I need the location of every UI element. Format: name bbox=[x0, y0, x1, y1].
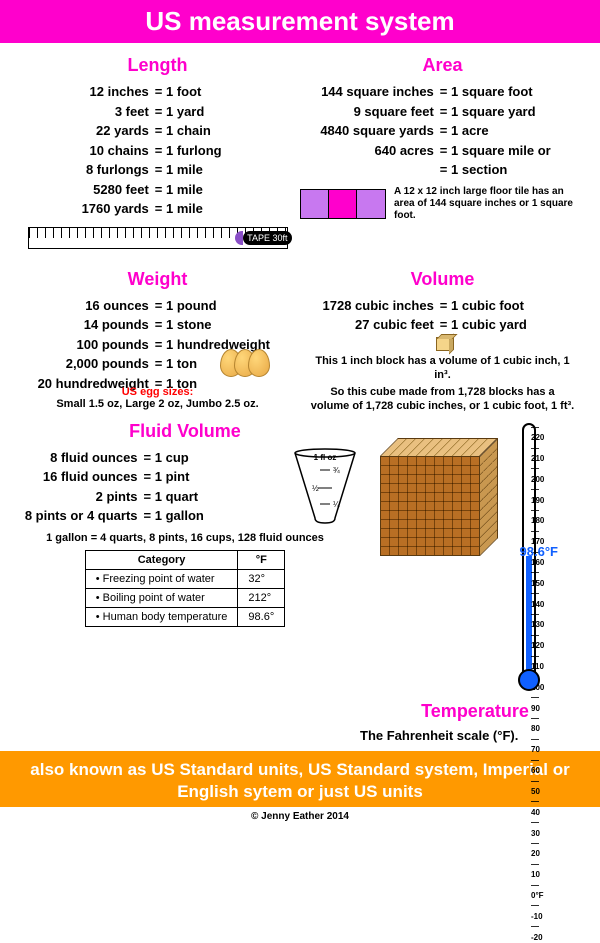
length-list: 12 inches= 1 foot3 feet= 1 yard22 yards=… bbox=[15, 82, 300, 219]
volume-note-2: So this cube made from 1,728 blocks has … bbox=[310, 385, 575, 414]
beaker-graphic: 1 fl oz ¾ ½ ¼ bbox=[290, 448, 360, 528]
conversion-row: 1728 cubic inches= 1 cubic foot bbox=[300, 296, 585, 316]
fluid-list: 8 fluid ounces= 1 cup16 fluid ounces= 1 … bbox=[10, 448, 282, 526]
area-section: Area 144 square inches= 1 square foot9 s… bbox=[300, 51, 585, 257]
mid-columns: Weight 16 ounces= 1 pound14 pounds= 1 st… bbox=[0, 257, 600, 417]
svg-text:½: ½ bbox=[312, 484, 319, 493]
svg-text:¼: ¼ bbox=[333, 500, 340, 509]
scale-tick: -10 bbox=[531, 901, 544, 922]
scale-tick: 60 bbox=[531, 756, 544, 777]
scale-tick: 40 bbox=[531, 797, 544, 818]
volume-list: 1728 cubic inches= 1 cubic foot27 cubic … bbox=[300, 296, 585, 335]
scale-tick: 30 bbox=[531, 818, 544, 839]
tile-caption: A 12 x 12 inch large floor tile has an a… bbox=[394, 186, 585, 222]
volume-note-1: This 1 inch block has a volume of 1 cubi… bbox=[310, 354, 575, 383]
tile bbox=[357, 190, 385, 218]
conversion-row: 16 ounces= 1 pound bbox=[15, 296, 300, 316]
scale-tick: 200 bbox=[531, 464, 544, 485]
area-list: 144 square inches= 1 square foot9 square… bbox=[300, 82, 585, 180]
conversion-row: 12 inches= 1 foot bbox=[15, 82, 300, 102]
table-header: °F bbox=[238, 550, 285, 569]
conversion-row: = 1 section bbox=[300, 160, 585, 180]
tile bbox=[301, 190, 329, 218]
conversion-row: 8 fluid ounces= 1 cup bbox=[10, 448, 282, 468]
scale-tick: 210 bbox=[531, 444, 544, 465]
footer-text: also known as US Standard units, US Stan… bbox=[0, 751, 600, 807]
temperature-title: Temperature bbox=[360, 701, 590, 722]
conversion-row: 640 acres= 1 square mile or bbox=[300, 141, 585, 161]
scale-tick: 150 bbox=[531, 568, 544, 589]
length-title: Length bbox=[15, 55, 300, 76]
volume-title: Volume bbox=[300, 269, 585, 290]
conversion-row: 2 pints= 1 quart bbox=[10, 487, 282, 507]
conversion-row: 5280 feet= 1 mile bbox=[15, 180, 300, 200]
conversion-row: 16 fluid ounces= 1 pint bbox=[10, 467, 282, 487]
conversion-row: 8 furlongs= 1 mile bbox=[15, 160, 300, 180]
tape-label: TAPE 30ft bbox=[243, 231, 291, 245]
fluid-row: 8 fluid ounces= 1 cup16 fluid ounces= 1 … bbox=[10, 448, 360, 528]
table-row: • Boiling point of water212° bbox=[85, 588, 284, 607]
scale-tick: 140 bbox=[531, 589, 544, 610]
conversion-row: 22 yards= 1 chain bbox=[15, 121, 300, 141]
scale-tick: 190 bbox=[531, 485, 544, 506]
scale-tick: 220 bbox=[531, 423, 544, 444]
temperature-subtitle: The Fahrenheit scale (°F). bbox=[360, 728, 590, 743]
svg-text:¾: ¾ bbox=[333, 466, 340, 475]
conversion-row: 9 square feet= 1 square yard bbox=[300, 102, 585, 122]
scale-tick: 180 bbox=[531, 506, 544, 527]
big-cube-graphic bbox=[380, 438, 500, 558]
conversion-row: 27 cubic feet= 1 cubic yard bbox=[300, 315, 585, 335]
top-columns: Length 12 inches= 1 foot3 feet= 1 yard22… bbox=[0, 43, 600, 257]
fluid-title: Fluid Volume bbox=[10, 421, 360, 442]
scale-tick: 20 bbox=[531, 839, 544, 860]
cube-thermometer-area: 2202102001901801701601501401301201101009… bbox=[380, 423, 590, 691]
conversion-row: 10 chains= 1 furlong bbox=[15, 141, 300, 161]
length-section: Length 12 inches= 1 foot3 feet= 1 yard22… bbox=[15, 51, 300, 257]
scale-tick: -20 bbox=[531, 922, 544, 943]
scale-tick: 80 bbox=[531, 714, 544, 735]
tile bbox=[329, 190, 357, 218]
conversion-row: 3 feet= 1 yard bbox=[15, 102, 300, 122]
scale-tick: 0°F bbox=[531, 881, 544, 902]
conversion-row: 1760 yards= 1 mile bbox=[15, 199, 300, 219]
scale-tick: 70 bbox=[531, 735, 544, 756]
conversion-row: 144 square inches= 1 square foot bbox=[300, 82, 585, 102]
ruler-graphic: TAPE 30ft bbox=[28, 227, 288, 249]
lower-left: Fluid Volume 8 fluid ounces= 1 cup16 flu… bbox=[10, 417, 360, 743]
scale-tick: 120 bbox=[531, 631, 544, 652]
body-temp-label: 98.6°F bbox=[520, 544, 558, 559]
tile-row: A 12 x 12 inch large floor tile has an a… bbox=[300, 186, 585, 222]
weight-section: Weight 16 ounces= 1 pound14 pounds= 1 st… bbox=[15, 265, 300, 417]
egg-sizes: Small 1.5 oz, Large 2 oz, Jumbo 2.5 oz. bbox=[15, 398, 300, 410]
volume-section: Volume 1728 cubic inches= 1 cubic foot27… bbox=[300, 265, 585, 417]
temperature-table: Category°F • Freezing point of water32°•… bbox=[85, 550, 285, 627]
table-row: • Freezing point of water32° bbox=[85, 569, 284, 588]
scale-tick: 90 bbox=[531, 693, 544, 714]
conversion-row: 14 pounds= 1 stone bbox=[15, 315, 300, 335]
scale-tick: 130 bbox=[531, 610, 544, 631]
lower-columns: Fluid Volume 8 fluid ounces= 1 cup16 flu… bbox=[0, 417, 600, 743]
conversion-row: 8 pints or 4 quarts= 1 gallon bbox=[10, 506, 282, 526]
small-cube-graphic bbox=[436, 337, 450, 351]
svg-text:1 fl oz: 1 fl oz bbox=[314, 453, 337, 462]
table-header: Category bbox=[85, 550, 238, 569]
scale-tick: 10 bbox=[531, 860, 544, 881]
copyright: © Jenny Eather 2014 bbox=[0, 807, 600, 826]
page-title: US measurement system bbox=[0, 0, 600, 43]
gallon-note: 1 gallon = 4 quarts, 8 pints, 16 cups, 1… bbox=[10, 532, 360, 544]
tiles-graphic bbox=[300, 189, 386, 219]
page: US measurement system Length 12 inches= … bbox=[0, 0, 600, 826]
conversion-row: 4840 square yards= 1 acre bbox=[300, 121, 585, 141]
area-title: Area bbox=[300, 55, 585, 76]
lower-right: 2202102001901801701601501401301201101009… bbox=[360, 417, 590, 743]
table-row: • Human body temperature98.6° bbox=[85, 607, 284, 626]
scale-tick: 50 bbox=[531, 777, 544, 798]
weight-title: Weight bbox=[15, 269, 300, 290]
